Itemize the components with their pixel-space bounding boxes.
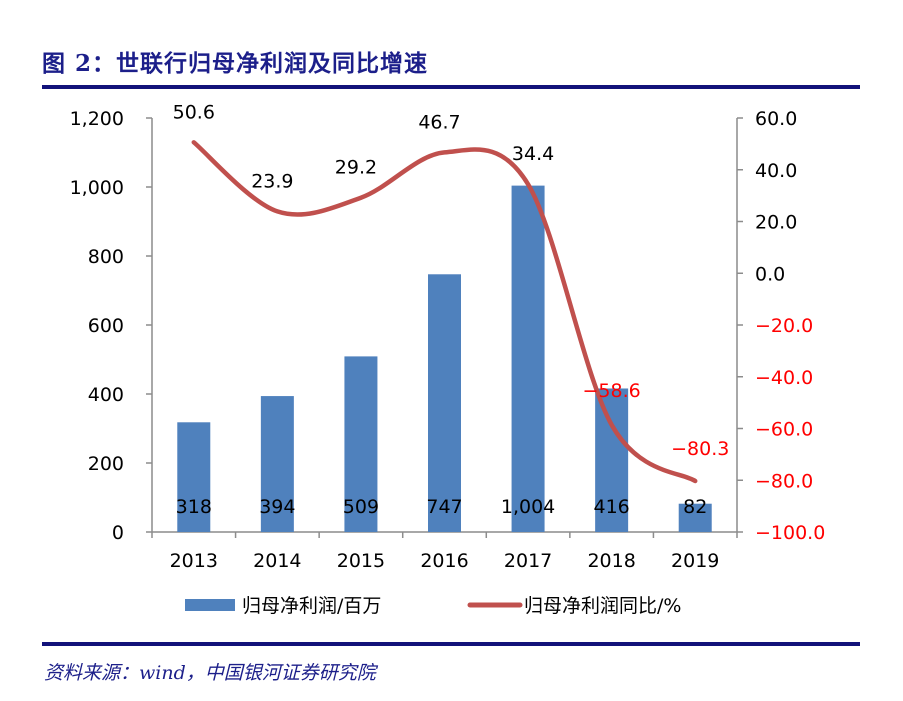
left-tick-label: 0: [112, 522, 124, 544]
right-tick-label: 20.0: [755, 212, 797, 234]
bar-2018: [595, 388, 629, 532]
x-tick-label: 2014: [253, 550, 301, 572]
x-tick-label: 2018: [587, 550, 635, 572]
x-tick-label: 2016: [420, 550, 468, 572]
right-tick-label: −20.0: [755, 315, 813, 337]
legend-bar-label: 归母净利润/百万: [242, 595, 381, 617]
line-data-label: 46.7: [418, 111, 460, 133]
right-tick-label: −40.0: [755, 367, 813, 389]
line-data-label: 23.9: [251, 170, 293, 192]
bar-data-label: 318: [176, 496, 212, 518]
bar-2019: [678, 503, 712, 532]
right-tick-label: −80.0: [755, 470, 813, 492]
bar-2015: [344, 356, 378, 532]
bar-data-label: 82: [683, 496, 707, 518]
legend-bar-swatch: [185, 599, 235, 611]
left-tick-label: 1,000: [70, 177, 124, 199]
right-tick-label: −60.0: [755, 419, 813, 441]
x-tick-label: 2017: [504, 550, 552, 572]
bar-data-label: 1,004: [501, 496, 555, 518]
line-data-label: −58.6: [583, 380, 641, 402]
left-tick-label: 800: [88, 246, 124, 268]
x-tick-label: 2015: [337, 550, 385, 572]
legend-line-label: 归母净利润同比/%: [524, 595, 681, 617]
bar-data-label: 747: [426, 496, 462, 518]
bar-data-label: 394: [259, 496, 295, 518]
bar-2016: [428, 274, 461, 532]
bar-2013: [177, 422, 211, 532]
line-data-label: −80.3: [671, 438, 729, 460]
right-tick-label: 40.0: [755, 160, 797, 182]
right-tick-label: 0.0: [755, 263, 785, 285]
right-tick-label: 60.0: [755, 108, 797, 130]
line-data-label: 34.4: [512, 143, 554, 165]
x-tick-label: 2013: [170, 550, 218, 572]
line-data-label: 50.6: [173, 101, 215, 123]
left-tick-label: 600: [88, 315, 124, 337]
left-tick-label: 1,200: [70, 108, 124, 130]
bar-data-label: 416: [594, 496, 630, 518]
x-tick-label: 2019: [671, 550, 719, 572]
left-tick-label: 200: [88, 453, 124, 475]
bar-2017: [511, 185, 545, 532]
source-note: 资料来源：wind，中国银河证券研究院: [44, 662, 376, 684]
top-rule: [42, 85, 860, 89]
growth-line: [191, 140, 698, 484]
right-tick-label: −100.0: [755, 522, 825, 544]
bar-2014: [260, 396, 294, 532]
figure-title: 图 2：世联行归母净利润及同比增速: [42, 50, 429, 77]
left-tick-label: 400: [88, 384, 124, 406]
line-data-label: 29.2: [335, 157, 377, 179]
bottom-rule: [42, 642, 860, 646]
bar-data-label: 509: [343, 496, 379, 518]
